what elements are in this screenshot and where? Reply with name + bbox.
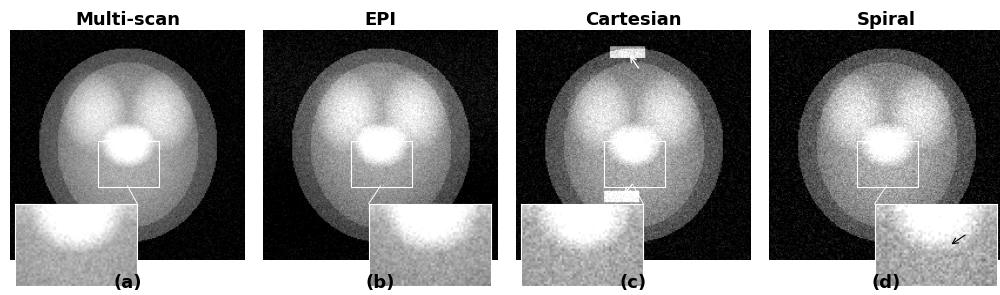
Bar xyxy=(857,140,918,186)
Text: (a): (a) xyxy=(113,274,142,292)
Title: EPI: EPI xyxy=(364,11,396,29)
Title: Spiral: Spiral xyxy=(857,11,916,29)
Title: Multi-scan: Multi-scan xyxy=(75,11,180,29)
Text: (d): (d) xyxy=(872,274,901,292)
Text: (b): (b) xyxy=(366,274,395,292)
Bar xyxy=(351,140,412,186)
Title: Cartesian: Cartesian xyxy=(585,11,682,29)
Text: (c): (c) xyxy=(620,274,647,292)
Bar xyxy=(604,140,665,186)
Bar xyxy=(98,140,159,186)
